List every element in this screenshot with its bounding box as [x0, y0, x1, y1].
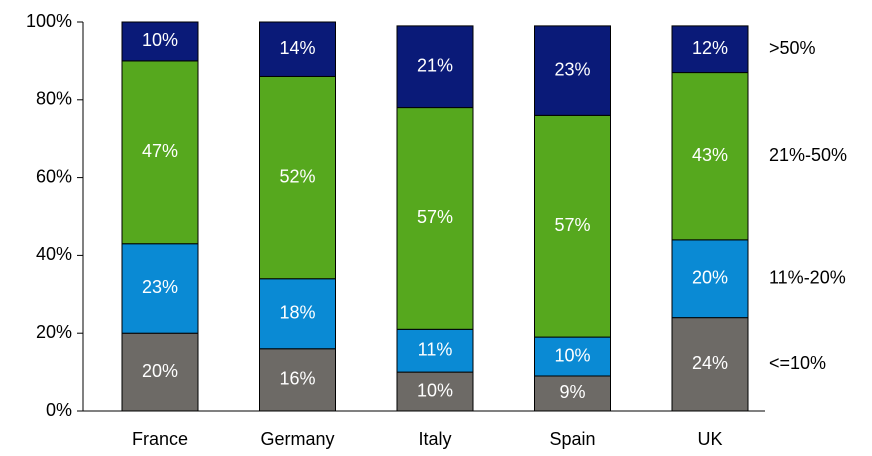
data-label: 10% — [142, 30, 178, 50]
data-label: 23% — [142, 277, 178, 297]
bar-segment — [534, 114, 611, 338]
y-tick-label: 0% — [46, 400, 72, 420]
y-tick-label: 20% — [36, 322, 72, 342]
data-label: 14% — [279, 38, 315, 58]
legend-label: <=10% — [769, 353, 826, 373]
bar-segment — [671, 317, 749, 412]
data-label: 12% — [692, 38, 728, 58]
y-tick-label: 100% — [26, 11, 72, 31]
bar-segment — [259, 75, 336, 280]
bar-segment — [259, 278, 336, 350]
x-tick-label: UK — [697, 429, 722, 449]
data-label: 43% — [692, 145, 728, 165]
bar-segment — [396, 107, 474, 330]
data-label: 52% — [279, 166, 315, 186]
x-tick-label: Germany — [260, 429, 334, 449]
data-label: 9% — [559, 382, 585, 402]
y-tick-label: 80% — [36, 89, 72, 109]
x-tick-label: Spain — [549, 429, 595, 449]
data-label: 11% — [418, 339, 453, 359]
data-label: 20% — [142, 361, 178, 381]
legend-label: >50% — [769, 38, 816, 58]
bar-segment — [121, 60, 199, 245]
bar-segment — [121, 243, 199, 334]
bar-segment — [259, 348, 336, 412]
data-label: 57% — [417, 207, 453, 227]
data-label: 23% — [554, 59, 590, 79]
data-label: 47% — [142, 141, 178, 161]
data-label: 16% — [279, 369, 315, 389]
bar-segment — [121, 21, 199, 62]
bar-segment — [534, 336, 611, 377]
bar-segment — [671, 72, 749, 241]
bar-segment — [534, 25, 611, 116]
data-label: 20% — [692, 267, 728, 287]
bar-segment — [534, 375, 611, 412]
x-tick-label: France — [132, 429, 188, 449]
data-label: 18% — [279, 303, 315, 323]
data-label: 24% — [692, 353, 728, 373]
y-tick-label: 60% — [36, 166, 72, 186]
data-label: 21% — [417, 55, 453, 75]
data-label: 57% — [554, 215, 590, 235]
data-label: 10% — [554, 345, 590, 365]
bar-segment — [396, 328, 474, 373]
bar-segment — [671, 25, 749, 74]
legend-label: 11%-20% — [769, 267, 846, 287]
data-label: 10% — [417, 380, 453, 400]
bar-segment — [396, 25, 474, 109]
y-tick-label: 40% — [36, 244, 72, 264]
legend-label: 21%-50% — [769, 145, 847, 165]
x-tick-label: Italy — [418, 429, 451, 449]
bar-segment — [259, 21, 336, 77]
